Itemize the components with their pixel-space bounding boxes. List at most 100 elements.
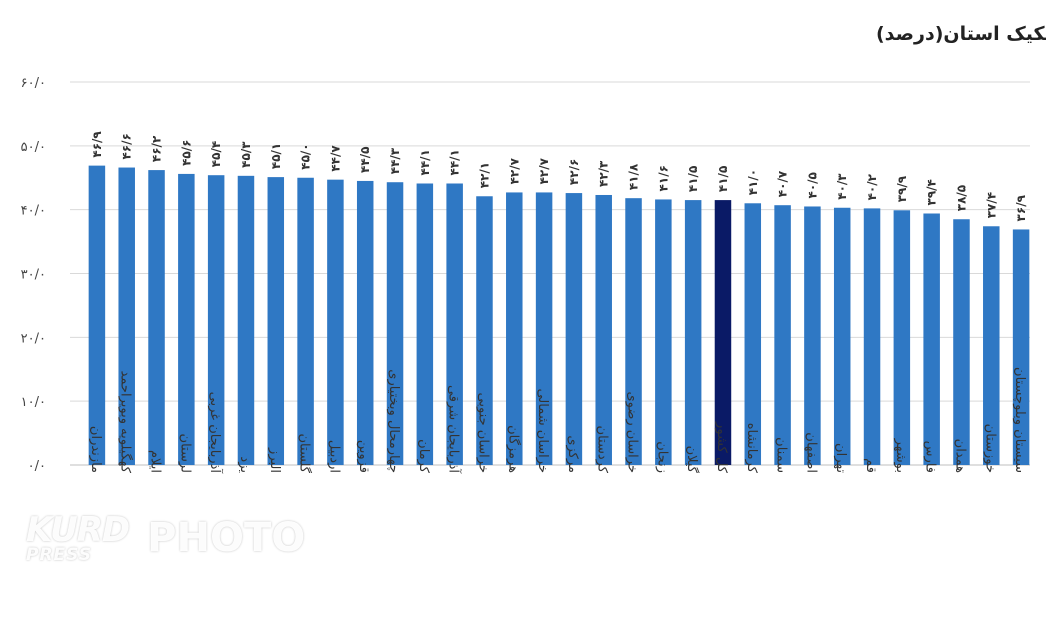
data-label: ۴۵/۰ xyxy=(299,143,313,169)
bar xyxy=(506,192,523,465)
data-label: ۴۲/۱ xyxy=(477,162,491,188)
bar-national-average xyxy=(714,200,732,465)
x-tick-label: گلستان xyxy=(297,433,313,473)
x-tick-label: خراسان شمالی xyxy=(535,388,550,473)
data-label: ۳۹/۹ xyxy=(895,175,909,202)
data-label: ۴۲/۶ xyxy=(567,159,581,185)
bar xyxy=(148,170,165,465)
bar xyxy=(476,196,493,466)
x-tick-label: اصفهان xyxy=(803,432,818,473)
data-label: ۴۱/۰ xyxy=(746,169,760,195)
x-tick-label: سمنان xyxy=(774,437,789,473)
watermark-brand-top: KURD xyxy=(26,509,130,550)
x-tick-label: خوزستان xyxy=(982,424,997,473)
bar xyxy=(684,200,702,465)
bar xyxy=(744,203,762,466)
x-tick-label: قزوین xyxy=(356,440,371,473)
bar xyxy=(923,213,940,465)
bar xyxy=(178,173,195,466)
data-label: ۴۱/۵ xyxy=(686,166,700,192)
bar xyxy=(1012,229,1030,465)
data-label: ۴۲/۳ xyxy=(597,160,611,187)
bar xyxy=(655,199,672,465)
watermark-brand-bottom: PRESS xyxy=(26,544,93,565)
bar xyxy=(953,219,970,465)
watermark-photo: PHOTO xyxy=(147,515,306,561)
data-label: ۳۷/۴ xyxy=(984,192,998,218)
y-tick-label: ۱۰/۰ xyxy=(21,395,46,410)
bar xyxy=(118,167,135,465)
bar xyxy=(774,205,791,465)
bar xyxy=(207,175,225,466)
data-label: ۴۱/۶ xyxy=(656,165,670,191)
data-label: ۳۶/۹ xyxy=(1014,194,1028,221)
x-tick-label: همدان xyxy=(952,439,967,473)
data-label: ۴۰/۲ xyxy=(865,173,879,200)
data-labels: ۴۶/۹ ۴۶/۶ ۴۶/۲ ۴۵/۶ ۴۵/۴ ۴۵/۳ ۴۵/۱ ۴۵/۰ ۴۴/۷ ۴۴/۵… xyxy=(90,131,1028,222)
x-tick-label: هرمزگان xyxy=(505,425,521,473)
y-tick-label: ۲۰/۰ xyxy=(21,331,46,346)
x-tick-label: بوشهر xyxy=(893,438,908,473)
bar xyxy=(88,165,106,465)
bar xyxy=(237,175,255,465)
x-tick-label: کهگیلویه وبویراحمد xyxy=(118,371,134,474)
data-label: ۴۴/۱ xyxy=(418,149,432,175)
bars xyxy=(88,165,1030,466)
bar xyxy=(446,183,463,465)
bar xyxy=(565,193,583,465)
x-tick-label: قم xyxy=(863,458,878,473)
data-label: ۴۲/۷ xyxy=(507,157,521,184)
data-label: ۴۲/۷ xyxy=(537,157,551,184)
data-label: ۴۵/۴ xyxy=(209,141,223,167)
bar xyxy=(327,179,344,466)
bar xyxy=(267,177,285,465)
data-label: ۴۰/۳ xyxy=(835,173,849,200)
bar xyxy=(863,208,881,465)
x-tick-label: یزد xyxy=(237,456,252,473)
bar xyxy=(804,206,821,465)
x-tick-label: فارس xyxy=(923,441,938,473)
bar xyxy=(386,182,404,466)
data-label: ۴۰/۵ xyxy=(805,172,819,198)
bar xyxy=(983,226,1000,465)
data-label: ۴۱/۵ xyxy=(716,166,730,192)
x-tick-label: خراسان جنوبی xyxy=(475,393,490,473)
x-tick-label: کل کشور xyxy=(714,421,729,474)
data-label: ۴۵/۶ xyxy=(179,140,193,166)
bar xyxy=(833,207,851,466)
bar xyxy=(535,192,553,465)
bar xyxy=(893,210,911,465)
x-tick-label: گیلان xyxy=(684,446,700,474)
x-tick-label: ایلام xyxy=(148,450,163,473)
y-tick-label: ۴۰/۰ xyxy=(21,204,46,219)
x-tick-label: آذربایجان شرقی xyxy=(446,385,463,474)
data-label: ۴۶/۶ xyxy=(120,133,134,159)
bar xyxy=(416,183,434,465)
data-label: ۴۱/۸ xyxy=(627,163,641,190)
x-tick-label: چهارمحال وبختیاری xyxy=(386,369,401,473)
y-axis: ۰/۰ ۱۰/۰ ۲۰/۰ ۳۰/۰ ۴۰/۰ ۵۰/۰ ۶۰/۰ xyxy=(21,76,46,474)
data-label: ۴۵/۳ xyxy=(239,141,253,168)
x-tick-label: زنجان xyxy=(654,441,669,473)
y-tick-label: ۵۰/۰ xyxy=(21,140,46,155)
watermark-logo: KURD PRESS xyxy=(26,509,130,565)
x-tick-label: کرمان xyxy=(416,439,431,474)
watermark: KURD PRESS PHOTO xyxy=(0,497,306,579)
data-label: ۴۴/۳ xyxy=(388,147,402,174)
data-label: ۴۵/۱ xyxy=(269,143,283,169)
y-tick-label: ۳۰/۰ xyxy=(21,268,46,283)
y-tick-label: ۶۰/۰ xyxy=(21,76,46,91)
x-tick-label: کردستان xyxy=(595,426,610,474)
bar xyxy=(625,198,642,465)
x-tick-label: تهران xyxy=(833,443,848,473)
data-label: ۴۴/۵ xyxy=(358,147,372,173)
x-tick-label: آذربایجان غربی xyxy=(207,392,224,475)
x-tick-label: البرز xyxy=(267,447,282,473)
data-label: ۳۹/۴ xyxy=(925,179,939,205)
x-tick-label: سیستان وبلوچستان xyxy=(1012,367,1027,473)
x-tick-label: مازندران xyxy=(88,426,103,473)
data-label: ۴۴/۷ xyxy=(328,145,342,172)
data-label: ۴۶/۲ xyxy=(150,135,164,162)
bar xyxy=(297,177,314,465)
